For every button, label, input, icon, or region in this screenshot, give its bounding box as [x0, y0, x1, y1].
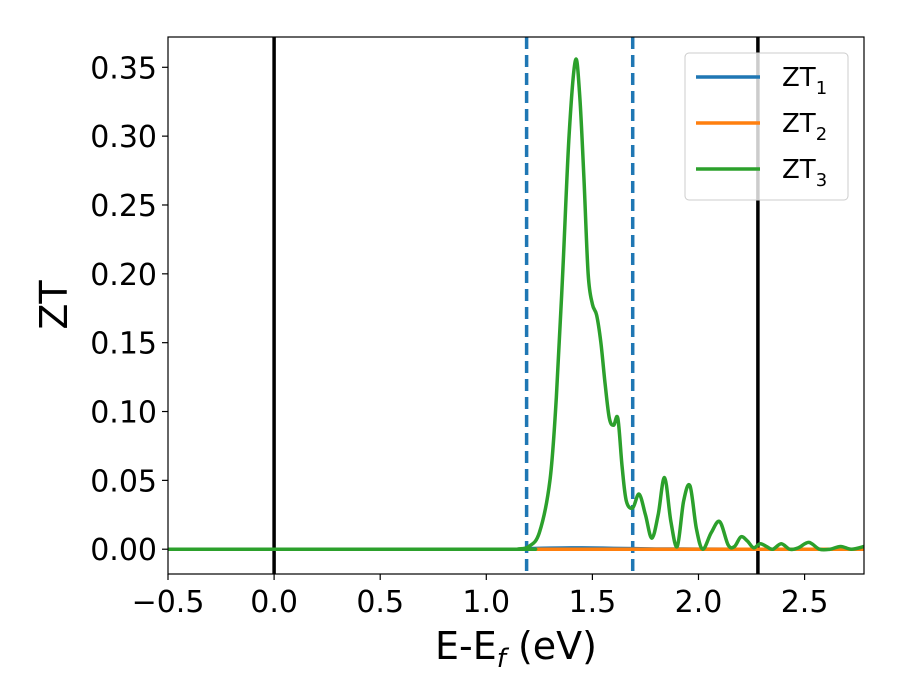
y-axis-title: ZT	[32, 280, 76, 330]
series-lines	[168, 57, 864, 552]
y-tick-label-1: 0.05	[90, 464, 157, 499]
x-axis-title: E-Ef (eV)	[435, 624, 597, 674]
y-tick-label-6: 0.30	[90, 120, 157, 155]
y-tick-label-7: 0.35	[90, 51, 157, 86]
x-axis-ticks: −0.5 0.0 0.5 1.0 1.5 2.0 2.5	[132, 574, 829, 620]
series-line-3	[168, 57, 864, 552]
x-tick-label-2: 0.5	[356, 585, 404, 620]
legend-label-3: ZT3	[782, 155, 827, 191]
legend-label-2: ZT2	[782, 109, 827, 145]
x-tick-label-0: −0.5	[132, 585, 205, 620]
y-tick-label-5: 0.25	[90, 189, 157, 224]
legend: ZT1 ZT2 ZT3	[684, 52, 849, 201]
x-tick-label-1: 0.0	[250, 585, 298, 620]
plot-frame	[167, 36, 865, 575]
y-tick-label-2: 0.10	[90, 396, 157, 431]
y-tick-label-4: 0.20	[90, 258, 157, 293]
x-tick-label-3: 1.0	[462, 585, 510, 620]
y-axis-ticks: 0.00 0.05 0.10 0.15 0.20 0.25 0.30 0.35	[90, 51, 168, 568]
legend-label-1: ZT1	[782, 63, 827, 99]
y-tick-label-3: 0.15	[90, 327, 157, 362]
y-tick-label-0: 0.00	[90, 533, 157, 568]
legend-box	[684, 52, 849, 201]
x-tick-label-6: 2.5	[781, 585, 829, 620]
x-tick-label-5: 2.0	[675, 585, 723, 620]
x-tick-label-4: 1.5	[569, 585, 617, 620]
